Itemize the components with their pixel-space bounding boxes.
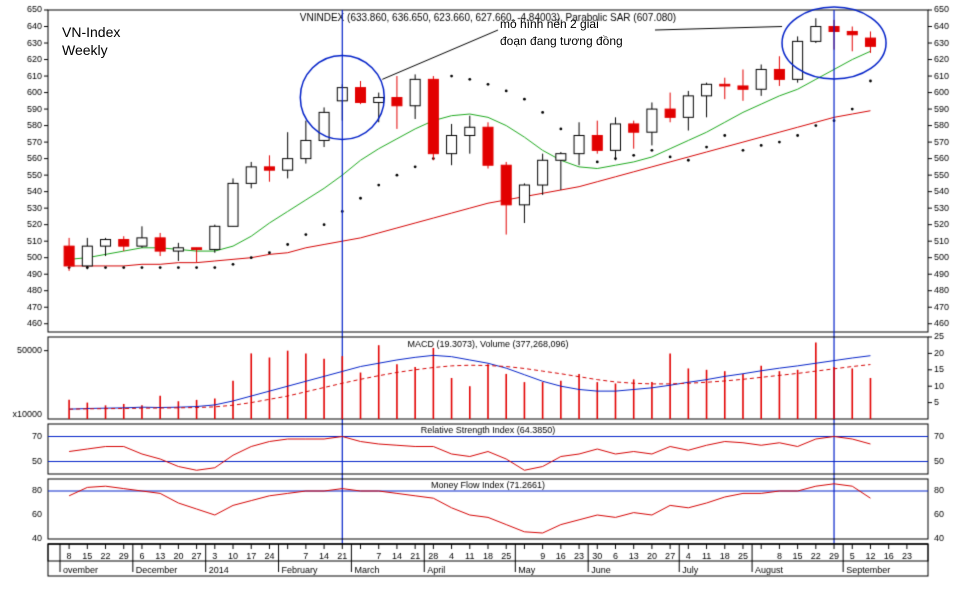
vnindex-weekly-chart xyxy=(0,0,964,592)
chart-title-line1: VN-Index xyxy=(62,24,120,40)
annotation-line1: mô hình nến 2 giai xyxy=(500,16,599,32)
chart-title-line2: Weekly xyxy=(62,42,108,58)
annotation-line2: đoạn đang tương đồng xyxy=(500,33,623,49)
